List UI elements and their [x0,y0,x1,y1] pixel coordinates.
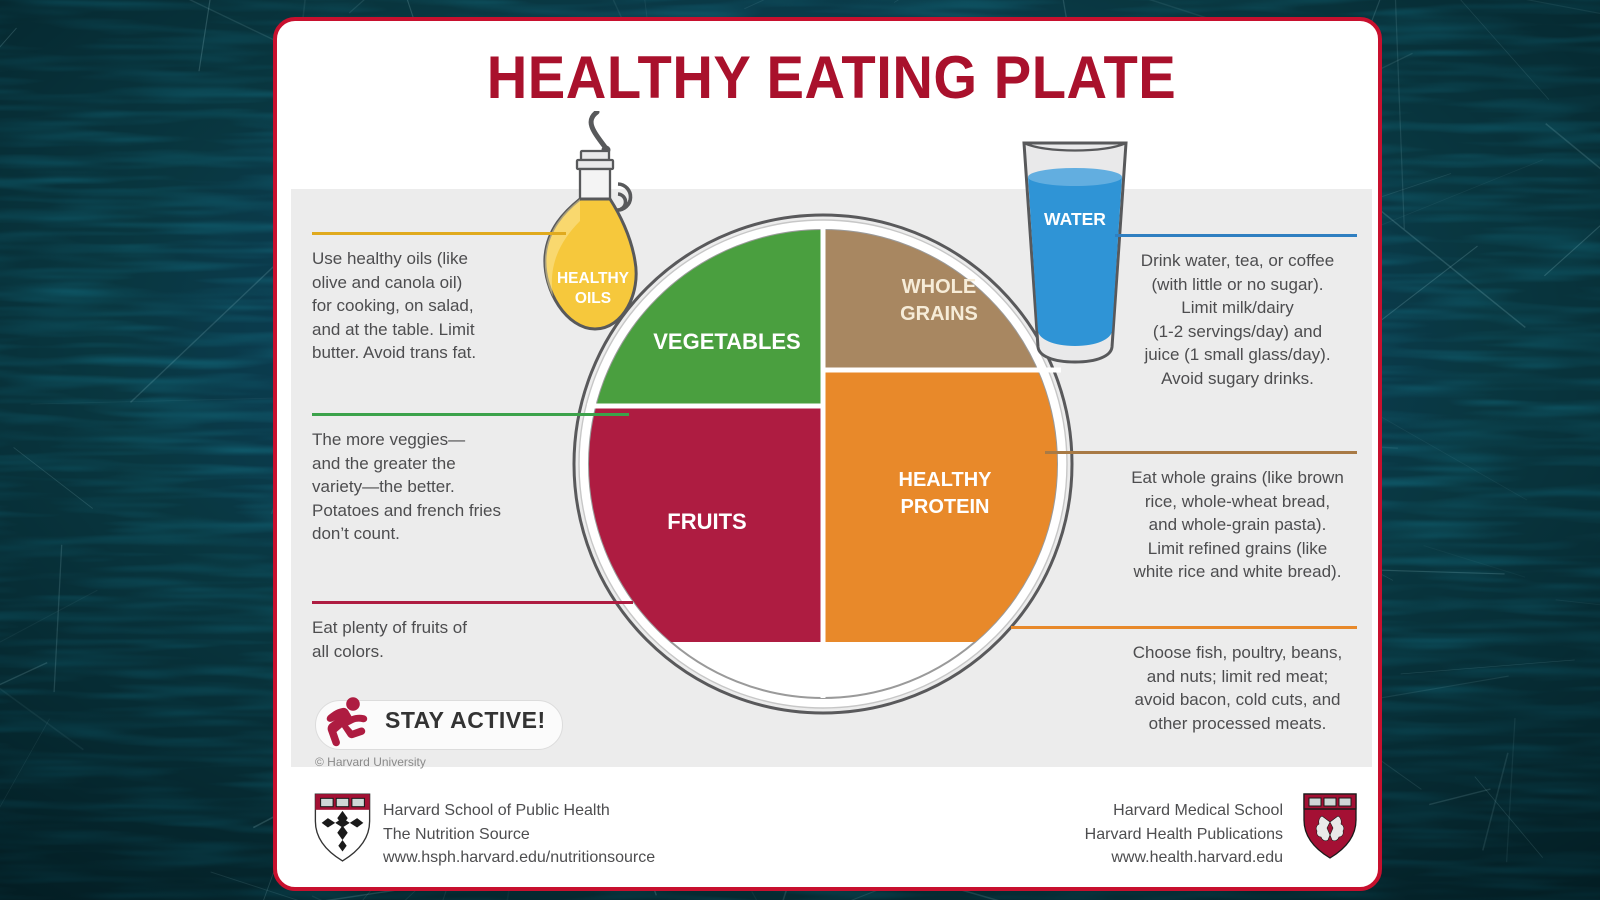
svg-text:HEALTHY: HEALTHY [899,469,993,491]
svg-text:VEGETABLES: VEGETABLES [653,329,801,354]
svg-text:FRUITS: FRUITS [667,509,746,534]
svg-text:WATER: WATER [1044,209,1106,229]
svg-text:PROTEIN: PROTEIN [901,496,990,518]
svg-text:GRAINS: GRAINS [900,303,978,325]
svg-text:WHOLE: WHOLE [902,276,976,298]
svg-text:OILS: OILS [575,290,611,307]
